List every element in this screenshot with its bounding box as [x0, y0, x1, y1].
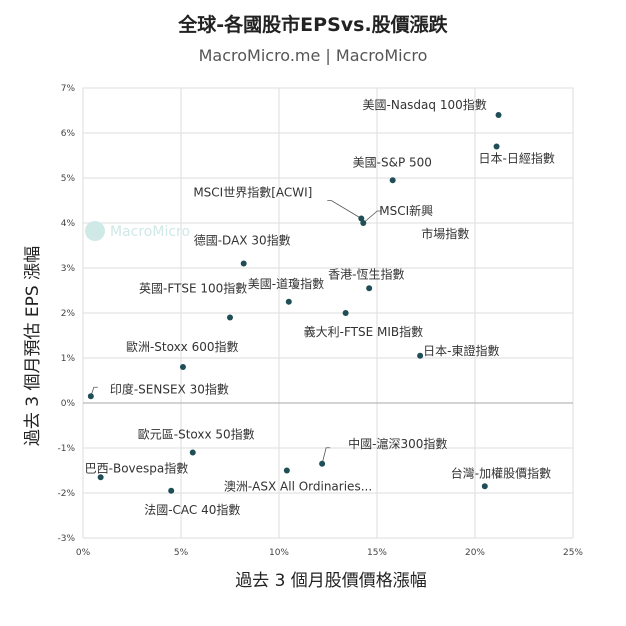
- point-label: 美國-道瓊指數: [248, 276, 324, 291]
- leader-line: [327, 200, 362, 219]
- data-point: [227, 314, 233, 321]
- data-point: [97, 474, 104, 481]
- data-point: [319, 460, 326, 467]
- point-label: 中國-滬深300指數: [348, 436, 447, 451]
- y-tick-label: 5%: [61, 174, 76, 184]
- y-tick-label: 6%: [61, 129, 76, 139]
- x-tick-label: 0%: [76, 548, 91, 558]
- y-tick-label: 0%: [61, 399, 76, 409]
- y-tick-label: -2%: [57, 489, 75, 499]
- point-label: 法國-CAC 40指數: [144, 502, 240, 517]
- point-label: 印度-SENSEX 30指數: [110, 381, 229, 396]
- point-label: 歐元區-Stoxx 50指數: [138, 427, 255, 442]
- leader-line: [363, 210, 382, 224]
- axes: 0% 5% 10% 15% 20% 25% -3% -2% -1% 0% 1% 2% 3% 4% 5% 6% 7…: [57, 84, 583, 558]
- point-label: 美國-S&P 500: [353, 155, 432, 169]
- grid: [82, 87, 574, 539]
- point-label: 巴西-Bovespa指數: [85, 460, 189, 475]
- y-tick-label: 4%: [61, 219, 76, 229]
- data-point: [358, 215, 365, 222]
- data-point: [179, 364, 186, 370]
- data-point: [360, 220, 367, 226]
- data-point: [495, 112, 502, 118]
- data-point: [389, 177, 396, 184]
- x-tick-label: 20%: [465, 548, 485, 558]
- data-point: [493, 143, 500, 150]
- watermark-logo-icon: [85, 221, 105, 241]
- point-label: 香港-恆生指數: [328, 266, 404, 281]
- data-point: [240, 260, 247, 267]
- x-tick-label: 25%: [563, 548, 583, 558]
- x-tick-label: 15%: [367, 548, 387, 558]
- x-tick-label: 5%: [174, 548, 189, 558]
- data-point: [285, 298, 292, 305]
- point-label: 美國-Nasdaq 100指數: [363, 97, 487, 112]
- data-point: [366, 285, 373, 292]
- point-label: MSCI世界指數[ACWI]: [193, 185, 312, 200]
- x-axis-label: 過去 3 個月股價價格漲幅: [235, 571, 427, 591]
- point-label: 歐洲-Stoxx 600指數: [126, 339, 239, 354]
- point-label: 英國-FTSE 100指數: [139, 281, 247, 296]
- y-tick-label: -1%: [57, 444, 75, 454]
- leader-lines: [90, 200, 382, 464]
- data-point: [168, 487, 175, 494]
- point-label: 義大利-FTSE MIB指數: [304, 324, 424, 339]
- y-tick-label: 3%: [61, 264, 76, 274]
- data-point: [189, 449, 196, 456]
- watermark-text: MacroMicro: [110, 224, 190, 240]
- y-axis-label: 過去 3 個月預估 EPS 漲幅: [23, 246, 43, 446]
- data-point: [417, 352, 424, 359]
- point-label: 德國-DAX 30指數: [194, 233, 291, 248]
- data-point: [283, 467, 290, 474]
- chart-title: 全球-各國股市EPSvs.股價漲跌: [178, 14, 448, 36]
- point-label: 日本-東證指數: [423, 343, 499, 358]
- data-point: [87, 393, 94, 400]
- chart-subtitle: MacroMicro.me | MacroMicro: [198, 46, 428, 65]
- point-label: 台灣-加權股價指數: [451, 465, 551, 480]
- leader-line: [90, 386, 98, 397]
- y-tick-label: -3%: [57, 534, 75, 544]
- data-point: [481, 483, 488, 490]
- watermark: MacroMicro: [85, 221, 190, 241]
- leader-line: [321, 447, 331, 464]
- x-tick-label: 10%: [269, 548, 289, 558]
- point-label: MSCI新興市場指數: [379, 203, 469, 241]
- data-points: [87, 112, 502, 494]
- y-tick-label: 7%: [61, 84, 76, 94]
- y-tick-label: 1%: [61, 354, 76, 364]
- point-label: 日本-日經指數: [479, 151, 555, 166]
- data-point: [342, 310, 349, 316]
- point-label: 澳洲-ASX All Ordinaries...: [224, 480, 372, 494]
- y-tick-label: 2%: [61, 309, 76, 319]
